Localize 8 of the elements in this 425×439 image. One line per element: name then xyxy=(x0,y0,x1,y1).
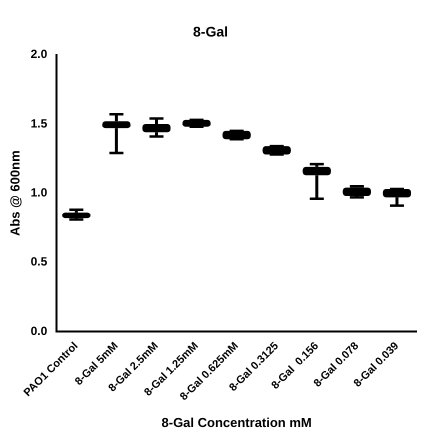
y-tick-label: 0.0 xyxy=(30,324,48,338)
y-tick-label: 1.0 xyxy=(30,186,48,200)
y-tick-label: 0.5 xyxy=(30,254,48,269)
y-tick-label: 1.5 xyxy=(30,116,48,130)
y-axis-title: Abs @ 600nm xyxy=(7,150,22,236)
y-tick-label: 2.0 xyxy=(30,47,48,62)
x-axis-title: 8-Gal Concentration mM xyxy=(162,414,312,430)
chart-title: 8-Gal xyxy=(192,23,228,40)
